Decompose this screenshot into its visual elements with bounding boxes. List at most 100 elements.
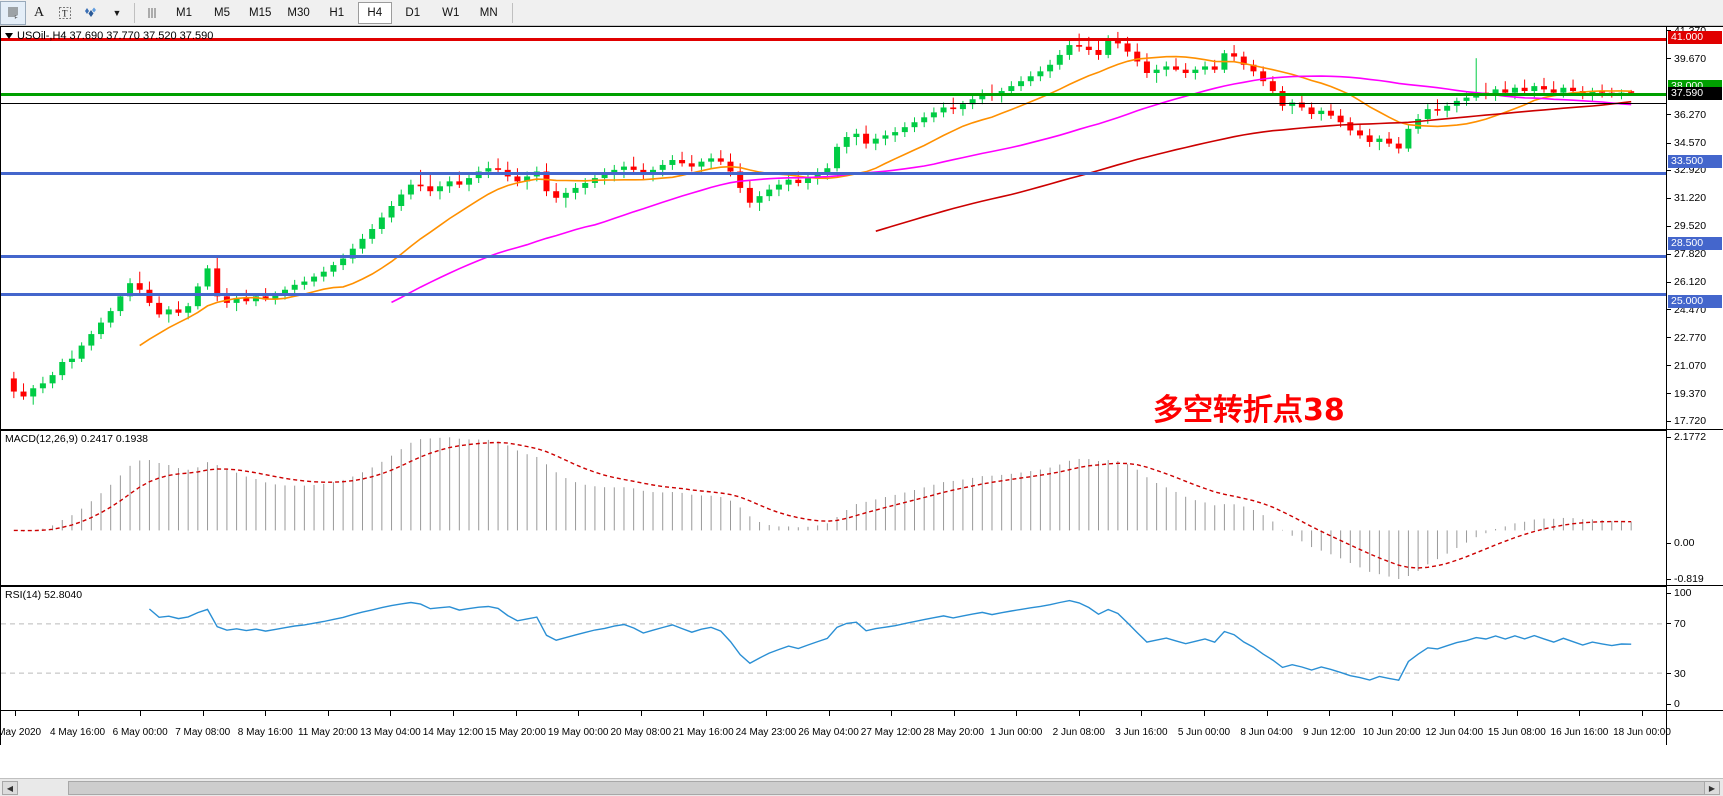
period-separator-icon (139, 1, 165, 25)
time-tick-label: 16 Jun 16:00 (1550, 727, 1609, 738)
svg-text:F: F (15, 15, 18, 20)
price-level-badge-last-price[interactable]: 37.590 (1668, 87, 1722, 101)
pivot-line-38000 (1, 93, 1666, 96)
chart-area: USOil-,H4 37.690 37.770 37.520 37.590 多空… (0, 25, 1723, 796)
dropdown-arrow-icon[interactable]: ▼ (112, 7, 122, 18)
rsi-indicator-panel[interactable]: RSI(14) 52.8040 (0, 586, 1667, 711)
time-tick-mark (15, 711, 16, 716)
time-tick-mark (202, 711, 204, 716)
price-level-badge-support[interactable]: 28.500 (1668, 237, 1722, 251)
text-box-icon[interactable]: T (52, 1, 78, 25)
toolbar-divider (134, 2, 135, 23)
horizontal-scrollbar[interactable]: ◀ ▶ (0, 778, 1723, 796)
timeframe-m5[interactable]: M5 (214, 6, 230, 19)
time-tick-mark (1454, 711, 1456, 716)
price-tick: 27.820 (1667, 248, 1723, 260)
time-tick-label: 7 May 08:00 (175, 727, 231, 738)
support-line-25000 (1, 293, 1666, 296)
time-tick-label: 21 May 16:00 (673, 727, 734, 738)
time-tick-label: 28 May 20:00 (923, 727, 984, 738)
time-tick-mark (140, 711, 142, 716)
time-axis[interactable]: 1 May 2020 4 May 16:00 6 May 00:00 7 May 08… (0, 711, 1671, 745)
symbol-ohlc-text: USOil-,H4 37.690 37.770 37.520 37.590 (17, 30, 214, 42)
time-tick-label: 6 May 00:00 (112, 727, 168, 738)
time-tick-label: 12 Jun 04:00 (1425, 727, 1484, 738)
symbol-label[interactable]: USOil-,H4 37.690 37.770 37.520 37.590 (5, 30, 213, 42)
resistance-line-41000 (1, 38, 1666, 41)
timeframe-m15[interactable]: M15 (249, 6, 272, 19)
time-tick-label: 14 May 12:00 (422, 727, 484, 738)
time-tick-mark (327, 711, 329, 716)
last-price-line-37590 (1, 103, 1666, 104)
candlestick-series (10, 31, 1635, 405)
time-tick-label: 4 May 16:00 (50, 727, 106, 738)
timeframe-m30[interactable]: M30 (287, 6, 310, 19)
support-line-33500 (1, 172, 1666, 175)
price-tick: 31.220 (1667, 192, 1723, 204)
time-tick-mark (1016, 711, 1018, 716)
macd-signal-line (13, 441, 1632, 569)
toolbar-divider-2 (511, 2, 513, 23)
time-tick-mark (891, 711, 893, 716)
timeframe-mn[interactable]: MN (479, 6, 498, 19)
timeframe-h4[interactable]: H4 (357, 1, 392, 24)
time-tick-label: 20 May 08:00 (610, 727, 672, 738)
price-tick: 26.120 (1667, 276, 1723, 288)
time-tick-mark (1579, 711, 1581, 716)
chevron-down-icon[interactable] (5, 33, 13, 39)
macd-series (13, 437, 1632, 579)
time-tick-label: 13 May 04:00 (360, 727, 421, 738)
time-tick-mark (1266, 711, 1268, 716)
objects-list-icon[interactable] (78, 1, 104, 25)
timeframe-d1[interactable]: D1 (405, 6, 421, 19)
price-tick: 36.270 (1667, 109, 1723, 121)
price-chart-panel[interactable]: USOil-,H4 37.690 37.770 37.520 37.590 多空… (0, 26, 1667, 430)
time-tick-label: 8 May 16:00 (237, 727, 293, 738)
timeframe-w1[interactable]: W1 (442, 6, 460, 19)
price-tick: 21.070 (1667, 360, 1723, 372)
price-axis[interactable]: 41.37039.67036.27034.57032.92031.22029.5… (1667, 25, 1723, 430)
price-tick: 29.520 (1667, 220, 1723, 232)
time-tick-mark (515, 711, 517, 716)
time-tick-mark (765, 711, 767, 716)
templates-icon[interactable]: F (0, 0, 26, 25)
timeframe-m1[interactable]: M1 (176, 6, 192, 19)
timeframe-h1[interactable]: H1 (329, 6, 345, 19)
price-level-badge-support[interactable]: 25.000 (1668, 294, 1722, 308)
time-tick-mark (1141, 711, 1143, 716)
text-label-icon[interactable]: A (33, 4, 45, 20)
time-tick-mark (578, 711, 580, 716)
main-toolbar: F A T ▼ (0, 0, 1723, 26)
moving-average-2 (875, 100, 1632, 232)
time-tick-mark (1516, 711, 1518, 716)
price-level-badge-resistance[interactable]: 41.000 (1668, 30, 1722, 44)
price-tick: 39.670 (1667, 53, 1723, 65)
time-tick-mark (1203, 711, 1205, 716)
scroll-left-arrow-icon[interactable]: ◀ (2, 781, 18, 795)
macd-tick: 2.1772 (1667, 431, 1723, 443)
time-tick-label: 1 Jun 00:00 (990, 727, 1043, 738)
time-tick-label: 5 Jun 00:00 (1177, 727, 1231, 738)
timeframe-button-group: M1 M5 M15 M30 H1 H4 D1 W1 MN (165, 1, 508, 24)
macd-axis[interactable]: 2.1772 0.00 -0.819 (1667, 430, 1723, 586)
time-tick-mark (953, 711, 955, 716)
time-tick-mark (1642, 711, 1643, 716)
time-tick-label: 2 Jun 08:00 (1052, 727, 1105, 738)
time-tick-label: 9 Jun 12:00 (1302, 727, 1356, 738)
scroll-right-arrow-icon[interactable]: ▶ (1704, 781, 1720, 795)
scrollbar-thumb[interactable] (68, 781, 1708, 795)
moving-average-0 (139, 55, 1632, 347)
time-tick-label: 10 Jun 20:00 (1362, 727, 1421, 738)
rsi-label: RSI(14) 52.8040 (5, 589, 83, 601)
time-tick-label: 15 May 20:00 (485, 727, 546, 738)
rsi-tick: 30 (1667, 668, 1723, 680)
support-line-28500 (1, 255, 1666, 258)
macd-indicator-panel[interactable]: MACD(12,26,9) 0.2417 0.1938 (0, 430, 1667, 586)
rsi-axis[interactable]: 100 70 30 0 (1667, 586, 1723, 711)
rsi-line (148, 599, 1632, 681)
macd-tick: 0.00 (1667, 537, 1723, 549)
time-tick-mark (390, 711, 392, 716)
time-tick-label: 19 May 00:00 (547, 727, 609, 738)
macd-label: MACD(12,26,9) 0.2417 0.1938 (5, 433, 149, 445)
price-level-badge-support[interactable]: 33.500 (1668, 154, 1722, 168)
